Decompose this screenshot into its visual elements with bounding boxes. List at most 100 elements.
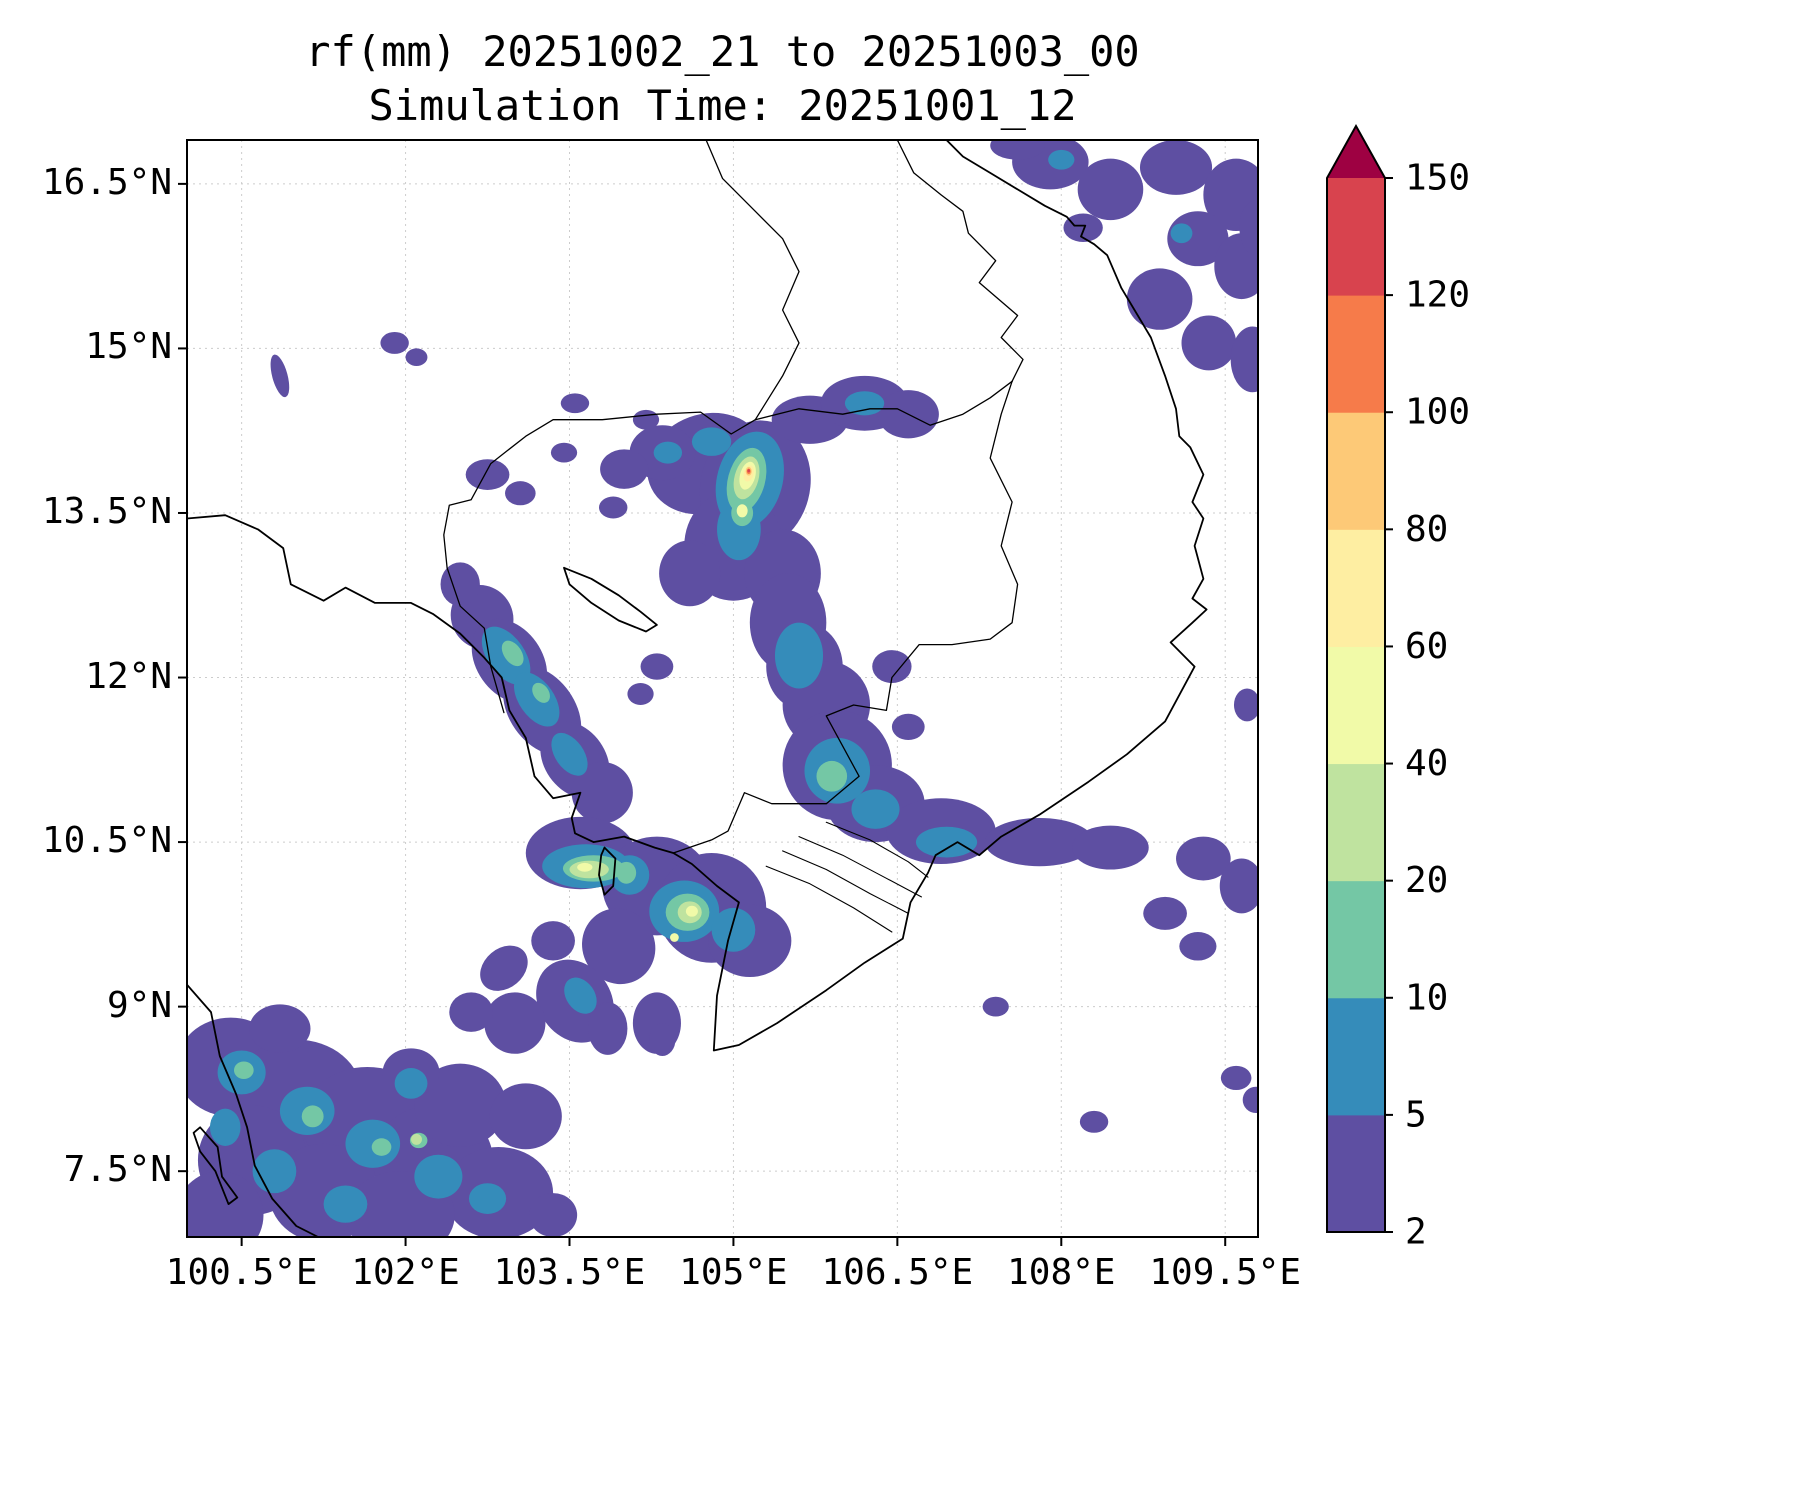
rain-field <box>187 140 1258 1237</box>
rain-cell <box>670 933 679 942</box>
rain-cell <box>465 459 510 490</box>
rain-cell <box>1079 1110 1109 1133</box>
colorbar-segment <box>1327 412 1385 530</box>
rain-cell <box>653 441 683 464</box>
coastline <box>598 846 617 896</box>
rain-cell <box>577 862 593 872</box>
rain-cell <box>252 1149 297 1194</box>
colorbar-segment <box>1327 880 1385 999</box>
rain-cell <box>301 1105 324 1128</box>
rain-cell <box>484 992 546 1054</box>
colorbar-segment <box>1327 529 1385 647</box>
x-tick-label: 103.5°E <box>493 1252 646 1293</box>
colorbar-segment <box>1327 295 1385 413</box>
rain-cell <box>1063 213 1103 243</box>
colorbar: 2 5 10 20 40 60 80 100 120 150 <box>1326 123 1470 1253</box>
rain-cell <box>872 650 912 684</box>
rain-cell <box>411 1133 422 1145</box>
rain-cell <box>691 427 732 456</box>
rain-cell <box>560 393 590 414</box>
rain-cell <box>1214 233 1258 300</box>
rain-cell <box>501 640 524 667</box>
x-tick-label: 108°E <box>1007 1252 1116 1293</box>
rain-cell <box>233 1061 254 1080</box>
colorbar-tick-label: 150 <box>1405 158 1470 199</box>
rain-cell <box>747 469 751 473</box>
rain-cell <box>551 732 588 776</box>
river-channel <box>765 865 893 933</box>
colorbar-segment <box>1327 997 1385 1116</box>
rain-cell <box>270 354 290 398</box>
y-tick-label: 10.5°N <box>41 820 172 862</box>
rain-cell <box>915 826 978 858</box>
rain-cell <box>1219 858 1258 914</box>
rain-cell <box>982 996 1009 1017</box>
plot-title: rf(mm) 20251002_21 to 20251003_00 <box>305 27 1140 76</box>
country-border <box>705 140 800 421</box>
x-tick-label: 102°E <box>351 1252 460 1293</box>
rain-cell <box>1230 326 1258 393</box>
rain-cell <box>480 945 528 991</box>
y-tick-label: 15°N <box>85 326 172 368</box>
rain-cell <box>468 1183 507 1214</box>
coastline <box>187 140 1208 1052</box>
rain-cell <box>564 977 597 1014</box>
y-tick-label: 16.5°N <box>41 161 172 203</box>
rain-cell <box>405 348 428 366</box>
y-tick-label: 13.5°N <box>41 490 172 532</box>
y-tick-label: 12°N <box>85 655 172 697</box>
rain-cell <box>449 992 493 1032</box>
rain-cell <box>187 1171 264 1237</box>
colorbar-tick-label: 2 <box>1405 1212 1427 1253</box>
rain-cell <box>489 1083 562 1150</box>
rain-cell <box>1176 836 1231 881</box>
country-border <box>896 140 1024 382</box>
colorbar-tick-label: 100 <box>1405 392 1470 433</box>
river-channel <box>825 821 929 878</box>
colorbar-segment <box>1327 646 1385 765</box>
rain-cell <box>632 409 660 430</box>
rain-cell <box>323 1185 368 1223</box>
rain-cell <box>1170 223 1193 244</box>
rain-cell <box>394 1068 428 1099</box>
axis-ticks <box>178 182 1227 1246</box>
rain-cell <box>1048 149 1075 170</box>
colorbar-tick-label: 80 <box>1405 509 1448 550</box>
colorbar-segment <box>1327 763 1385 882</box>
river-channel <box>782 850 909 914</box>
rain-cell <box>440 562 480 607</box>
rain-cell <box>414 1063 507 1148</box>
rain-cell <box>582 908 656 985</box>
rain-cell <box>659 540 721 607</box>
rain-cell <box>736 504 748 518</box>
rain-cell <box>649 1023 676 1056</box>
x-tick-label: 100.5°E <box>165 1252 318 1293</box>
colorbar-tick-label: 5 <box>1405 1094 1427 1135</box>
rain-cell <box>1233 688 1258 722</box>
rain-cell <box>1179 932 1217 961</box>
rain-cell <box>571 761 633 824</box>
country-border <box>754 380 1013 426</box>
colorbar-segment <box>1327 1114 1385 1233</box>
rain-cell <box>380 331 409 354</box>
rain-cell <box>1077 158 1144 221</box>
x-tick-label: 105°E <box>679 1252 788 1293</box>
x-tick-label: 106.5°E <box>821 1252 974 1293</box>
rain-cell <box>529 1193 578 1237</box>
rain-cell <box>851 789 900 829</box>
rain-cell <box>1239 200 1258 256</box>
colorbar-tick-label: 20 <box>1405 860 1448 901</box>
colorbar-outline <box>1326 123 1386 1233</box>
y-tick-label: 9°N <box>106 984 172 1026</box>
rain-cell <box>1181 315 1237 371</box>
rain-cell <box>1242 1086 1258 1114</box>
colorbar-tick-label: 40 <box>1405 743 1448 784</box>
colorbar-tick-label: 60 <box>1405 626 1448 667</box>
rain-cell <box>774 622 824 689</box>
coastline <box>187 983 320 1237</box>
rain-cell <box>1072 825 1149 870</box>
map-plot <box>178 139 1259 1246</box>
rain-cell <box>1126 268 1193 330</box>
river-channel <box>798 836 922 898</box>
